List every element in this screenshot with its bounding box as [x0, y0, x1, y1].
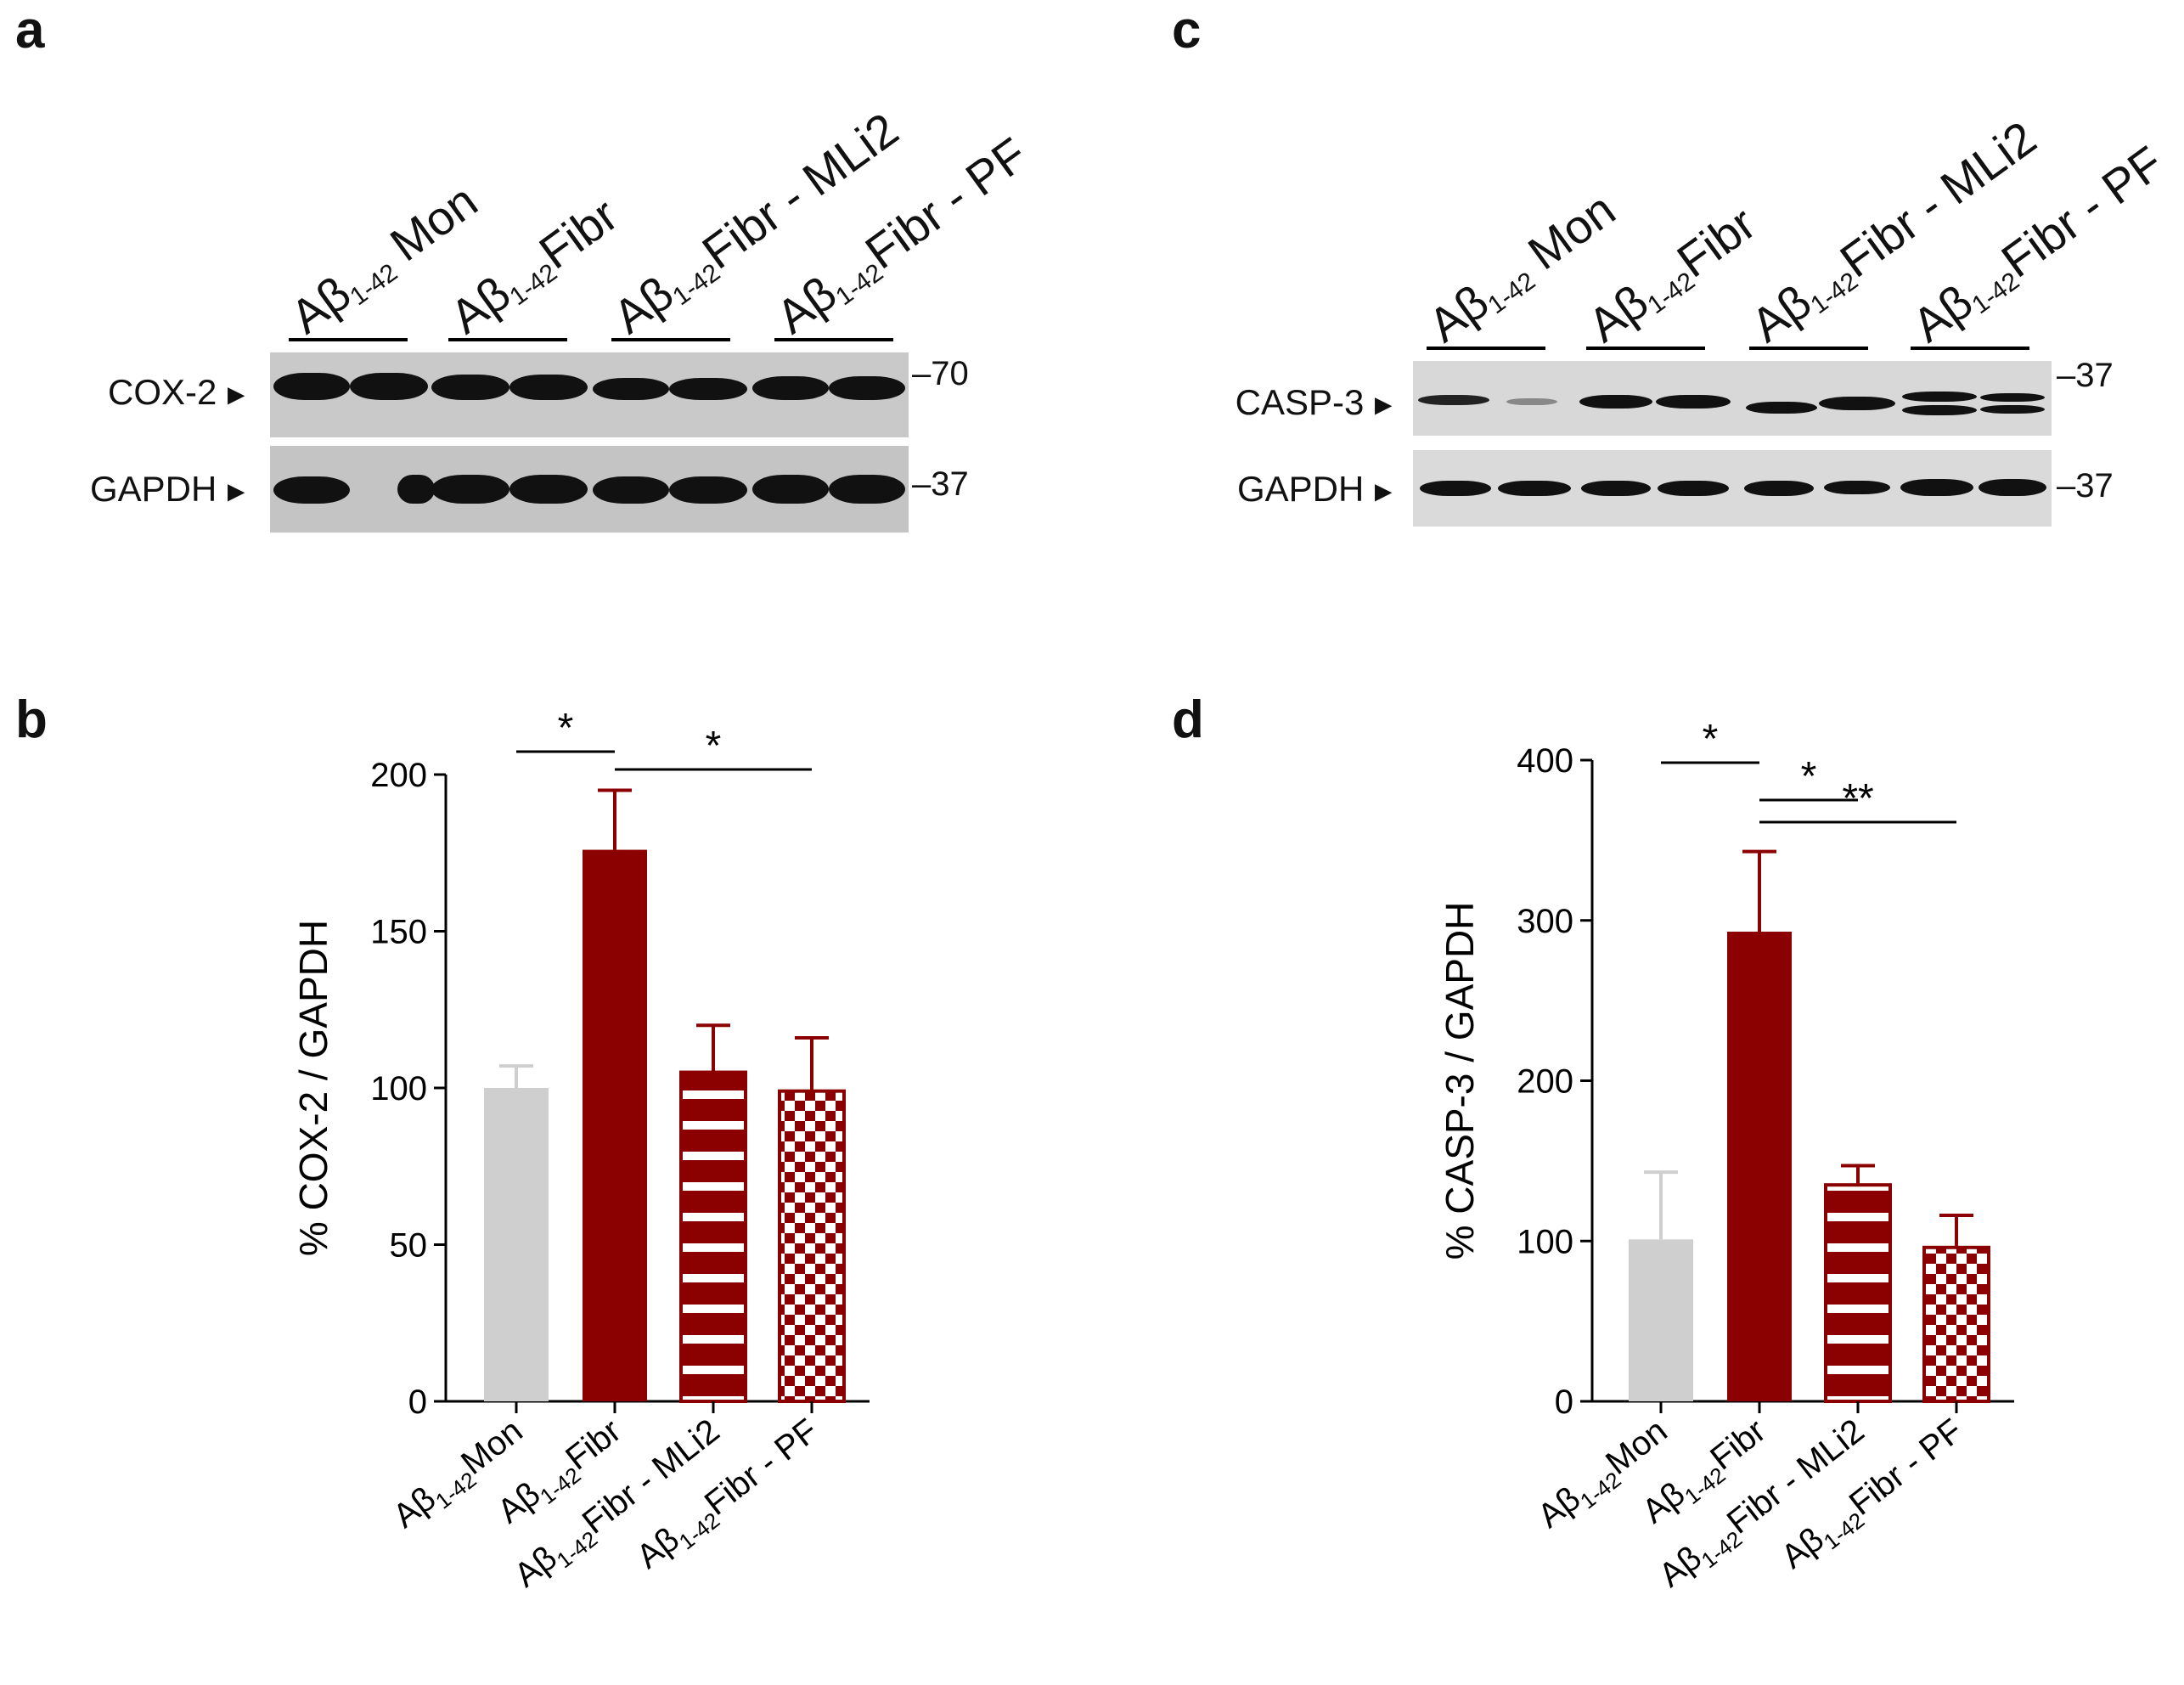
- x-tick-label-base: Aβ: [1652, 1539, 1708, 1594]
- panel-letter-d: d: [1172, 690, 1204, 749]
- x-tick-label-suffix: Fibr - PF: [1843, 1412, 1970, 1522]
- x-tick-label-base: Aβ: [1775, 1520, 1831, 1575]
- blot-cox2: [270, 352, 909, 437]
- bar: [679, 1070, 747, 1404]
- x-tick-label-base: Aβ: [491, 1475, 547, 1530]
- significance-label: *: [1801, 754, 1817, 799]
- blot-label-gapdh-a: GAPDH ►: [89, 469, 250, 509]
- significance-label: *: [706, 724, 722, 769]
- arrow-icon: ►: [1369, 476, 1398, 508]
- y-axis-label: % COX-2 / GAPDH: [291, 920, 335, 1256]
- y-tick-label: 100: [1517, 1223, 1573, 1260]
- bar: [1824, 1183, 1892, 1403]
- mw-marker-cox2: –70: [912, 355, 969, 392]
- x-tick-label-base: Aβ: [508, 1539, 564, 1594]
- x-tick-label: Aβ1-42Fibr - PF: [1775, 1412, 1973, 1581]
- arrow-icon: ►: [1369, 389, 1398, 421]
- y-tick-label: 0: [408, 1384, 427, 1421]
- arrow-icon: ►: [222, 379, 250, 411]
- y-tick-label: 200: [370, 757, 427, 794]
- x-tick-label: Aβ1-42Fibr - PF: [630, 1412, 829, 1581]
- y-tick-label: 50: [390, 1227, 428, 1265]
- panel-letter-a: a: [15, 1, 45, 59]
- bar: [1629, 1239, 1693, 1401]
- significance-label: **: [1842, 776, 1873, 821]
- bar: [1727, 931, 1792, 1401]
- y-tick-label: 400: [1517, 742, 1573, 780]
- y-tick-label: 200: [1517, 1063, 1573, 1101]
- blot-label-cox2: COX-2 ►: [107, 372, 250, 412]
- mw-marker-gapdh-c: –37: [2057, 467, 2114, 504]
- x-tick-label-base: Aβ: [1635, 1475, 1691, 1530]
- western-blot-c: Aβ1-42 Mon Aβ1-42Fibr Aβ1-42Fibr - MLi2 …: [0, 0, 2184, 561]
- x-tick-label-base: Aβ: [386, 1479, 442, 1535]
- x-tick-label-base: Aβ: [1531, 1479, 1587, 1535]
- significance-label: *: [1703, 717, 1719, 762]
- y-tick-label: 150: [370, 914, 427, 951]
- x-tick-label-suffix: Fibr - PF: [698, 1412, 825, 1522]
- y-tick-label: 300: [1517, 903, 1573, 940]
- blot-label-casp3: CASP-3 ►: [1235, 382, 1398, 422]
- y-tick-label: 100: [370, 1070, 427, 1107]
- x-tick-label-base: Aβ: [630, 1520, 686, 1575]
- bar: [778, 1089, 846, 1403]
- bar: [1922, 1245, 1990, 1404]
- bar: [583, 849, 647, 1401]
- y-tick-label: 0: [1555, 1384, 1573, 1421]
- mw-marker-gapdh-a: –37: [912, 465, 969, 503]
- significance-label: *: [558, 706, 574, 751]
- western-blot-a: Aβ1-42 Mon Aβ1-42Fibr Aβ1-42Fibr - MLi2 …: [0, 0, 1087, 561]
- blot-gapdh-c: [1413, 450, 2052, 527]
- arrow-icon: ►: [222, 476, 250, 508]
- y-axis-label: % CASP-3 / GAPDH: [1438, 902, 1482, 1260]
- mw-marker-casp3: –37: [2057, 357, 2114, 394]
- blot-gapdh-a: [270, 446, 909, 533]
- blot-casp3: [1413, 361, 2052, 436]
- panel-letter-c: c: [1172, 1, 1202, 59]
- bar: [484, 1088, 549, 1401]
- panel-letter-b: b: [15, 690, 48, 749]
- blot-label-gapdh-c: GAPDH ►: [1236, 469, 1398, 509]
